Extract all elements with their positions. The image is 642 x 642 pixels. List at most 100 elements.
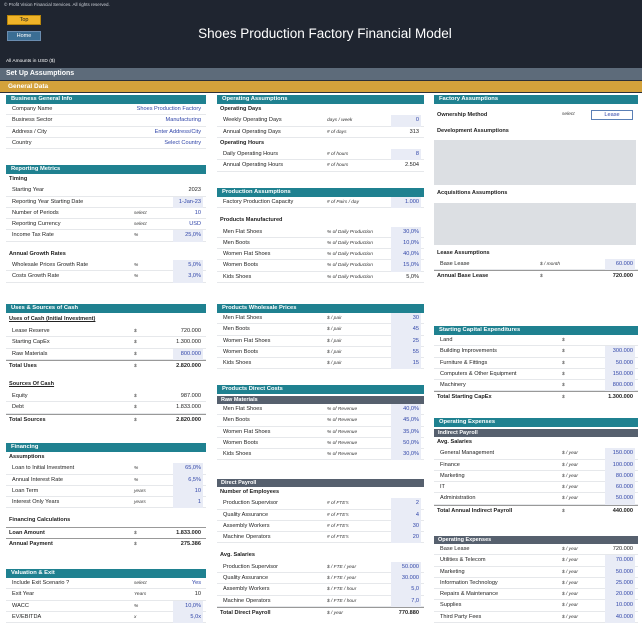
row-value[interactable]: 70.000	[605, 555, 635, 567]
row-value[interactable]: USD	[189, 221, 201, 228]
row-label: Annual Operating Days	[223, 128, 281, 135]
row-unit: $	[562, 349, 565, 355]
utilities-telecom-row: Utilities & Telecom $ / year 70.000	[434, 555, 638, 567]
row-value[interactable]: 30	[391, 313, 421, 325]
row-unit: % of Revenue	[327, 440, 358, 446]
row-value[interactable]: 45,0%	[391, 415, 421, 427]
row-value[interactable]: 150.000	[605, 448, 635, 460]
row-label: Men Flat Shoes	[223, 228, 263, 235]
row-value[interactable]: 10.000	[605, 600, 635, 612]
row-value[interactable]: 40,0%	[391, 404, 421, 416]
panel-title: Business General Info	[6, 95, 206, 104]
row-value[interactable]: 80.000	[605, 470, 635, 483]
row-value[interactable]: 15,0%	[391, 260, 421, 272]
row-value[interactable]: 6,5%	[173, 474, 203, 486]
row-label: Kids Shoes	[223, 451, 252, 458]
row-value[interactable]: 300.000	[605, 346, 635, 358]
row-value[interactable]: 10	[173, 485, 203, 498]
row-value[interactable]: 800.000	[173, 348, 203, 360]
top-button[interactable]: Top	[7, 15, 41, 25]
row-value[interactable]: 3,0%	[173, 271, 203, 283]
row-label: Total Starting CapEx	[437, 394, 492, 401]
row-value: 2.504	[405, 162, 419, 169]
row-unit: # of FTE's	[327, 501, 349, 507]
row-value[interactable]: 60.000	[605, 258, 635, 271]
row-unit: % of Daily Production	[327, 252, 373, 258]
row-label: WACC	[12, 602, 29, 609]
row-value[interactable]: 30.000	[391, 573, 421, 585]
row-unit: Years	[134, 592, 147, 598]
row-value[interactable]: 8	[391, 149, 421, 161]
row-value[interactable]: 40,0%	[391, 249, 421, 261]
row-value[interactable]: 20.000	[605, 589, 635, 601]
row-label: Marketing	[440, 568, 465, 575]
row-label: Repairs & Maintenance	[440, 591, 499, 598]
row-value[interactable]: 25.000	[605, 577, 635, 590]
row-label: Number of Employees	[220, 489, 280, 495]
women-boots-row: Women Boots % of Revenue 50,0%	[217, 437, 424, 450]
row-value[interactable]: 5,0	[391, 584, 421, 596]
row-value[interactable]: 2	[391, 498, 421, 510]
spacer	[217, 543, 424, 550]
row-value[interactable]: 1.000	[391, 197, 421, 209]
annual-base-lease-row: Annual Base Lease $ 720.000	[434, 270, 638, 281]
home-button[interactable]: Home	[7, 31, 41, 41]
row-value[interactable]: 10,0%	[391, 237, 421, 250]
row-value: 720.000	[180, 328, 201, 334]
row-label: Starting Year	[12, 187, 45, 194]
row-value[interactable]: 10	[194, 209, 201, 216]
row-value[interactable]: 1	[173, 497, 203, 509]
row-value[interactable]: 30,0%	[391, 226, 421, 238]
ownership-select[interactable]: Lease	[591, 110, 633, 120]
panel-title: Factory Assumptions	[434, 95, 638, 104]
row-value[interactable]: 65,0%	[173, 463, 203, 475]
row-value[interactable]: 50.000	[605, 493, 635, 505]
row-label: Assembly Workers	[223, 586, 270, 593]
row-value[interactable]: Manufacturing	[165, 117, 201, 124]
row-value[interactable]: 50.000	[391, 561, 421, 574]
row-unit: $ / pair	[327, 361, 342, 367]
row-value: 2.820.000	[176, 362, 201, 369]
row-unit: % of Revenue	[327, 407, 358, 412]
production-supervisor-row: Production Supervisor $ / FTE / year 50.00…	[217, 561, 424, 574]
row-value[interactable]: 5,0x	[173, 611, 203, 624]
row-value[interactable]: 15	[391, 358, 421, 370]
reporting-year-starting-date-row: Reporting Year Starting Date 1-Jan-23	[6, 196, 206, 208]
row-value[interactable]: 25	[391, 335, 421, 347]
row-value[interactable]: 60.000	[605, 482, 635, 494]
loan-term-row: Loan Term years 10	[6, 485, 206, 498]
row-value[interactable]: 10,0%	[173, 600, 203, 612]
row-value[interactable]: 25,0%	[173, 230, 203, 242]
row-value[interactable]: 1-Jan-23	[173, 196, 203, 208]
row-value[interactable]: 5,0%	[173, 260, 203, 272]
row-value[interactable]: 35,0%	[391, 426, 421, 438]
row-value[interactable]: 45	[391, 324, 421, 336]
row-value[interactable]: Enter Address/City	[154, 128, 201, 135]
row-value[interactable]: Select Country	[164, 139, 201, 146]
row-value[interactable]: Shoes Production Factory	[136, 106, 201, 112]
men-flat-shoes-row: Men Flat Shoes % of Revenue 40,0%	[217, 404, 424, 416]
row-value[interactable]: 4	[391, 509, 421, 521]
row-value[interactable]: 50.000	[605, 357, 635, 369]
row-value[interactable]: 20	[391, 532, 421, 544]
row-value: 1.300.000	[608, 394, 633, 401]
exit-year-row: Exit Year Years 10	[6, 589, 206, 601]
row-label: Wholesale Prices Growth Rate	[12, 262, 89, 269]
row-value[interactable]: 30	[391, 520, 421, 533]
row-value[interactable]: 50,0%	[391, 437, 421, 450]
loan-amount-row: Loan Amount $1.833.000	[6, 526, 206, 538]
row-value[interactable]: Yes	[191, 580, 201, 586]
row-value[interactable]: 7,0	[391, 595, 421, 607]
row-value[interactable]: 100.000	[605, 459, 635, 471]
row-value[interactable]: 50.000	[605, 566, 635, 578]
uses-sources-of-cash-panel: Uses & Sources of Cash Uses of Cash (Init…	[6, 304, 206, 425]
row-value[interactable]: 800.000	[605, 380, 635, 392]
row-label: Information Technology	[440, 579, 498, 586]
row-unit: $ / year	[562, 558, 578, 564]
row-value[interactable]: 55	[391, 346, 421, 359]
row-value[interactable]: 0	[391, 115, 421, 127]
row-value[interactable]: 150.000	[605, 368, 635, 381]
row-label: Annual Operating Hours	[223, 162, 284, 169]
row-value[interactable]: 30,0%	[391, 449, 421, 461]
row-value[interactable]: 40.000	[605, 611, 635, 624]
